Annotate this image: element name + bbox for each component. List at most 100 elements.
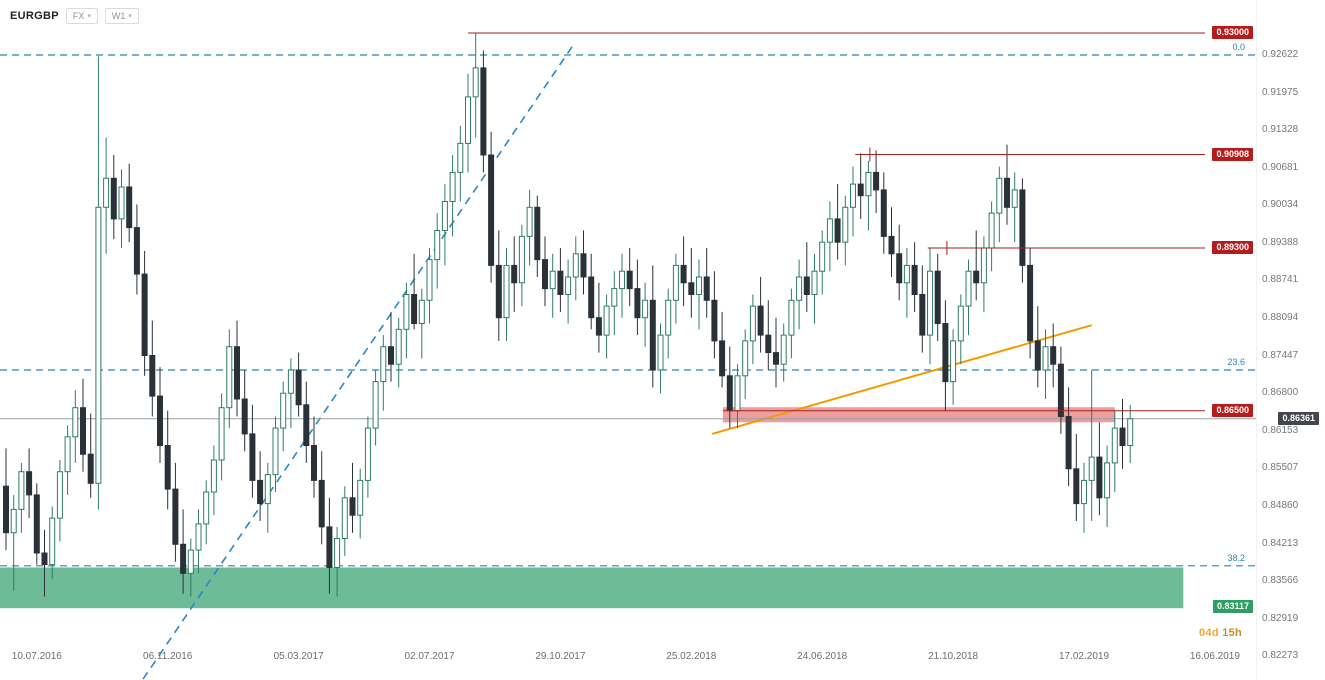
candle-up: [826, 218, 833, 243]
candle-up: [1111, 427, 1118, 464]
candle-down: [588, 276, 595, 319]
candle-up: [965, 270, 972, 307]
candle-down: [318, 479, 325, 528]
candle-up: [1011, 189, 1018, 208]
candle-down: [26, 471, 33, 496]
candle-up: [210, 459, 217, 493]
candle-up: [642, 299, 649, 319]
candle-up: [788, 299, 795, 336]
candle-down: [1119, 427, 1126, 447]
candle-down: [149, 355, 156, 397]
orange-trendline[interactable]: [711, 324, 1092, 435]
candle-up: [72, 407, 79, 438]
candle-down: [172, 488, 179, 545]
timeframe-selector-label: W1: [111, 11, 126, 21]
candle-down: [87, 453, 94, 484]
candle-down: [3, 485, 9, 534]
candle-down: [295, 369, 302, 406]
candle-up: [18, 471, 25, 510]
candle-up: [56, 471, 63, 519]
candle-down: [626, 270, 633, 290]
candle-down: [157, 395, 163, 447]
candle-up: [380, 346, 387, 383]
candle-up: [526, 206, 533, 237]
candle-down: [1065, 416, 1072, 470]
chevron-down-icon: ▾: [128, 12, 132, 20]
candle-up: [518, 235, 525, 284]
market-selector[interactable]: FX ▾: [65, 8, 98, 24]
ascending-dashed-trendline[interactable]: [142, 45, 574, 680]
candle-down: [411, 294, 418, 324]
candle-up: [95, 206, 102, 484]
candle-up: [357, 479, 364, 516]
candle-down: [634, 288, 641, 319]
candle-up: [734, 375, 741, 412]
candle-up: [264, 474, 271, 505]
candle-down: [911, 264, 918, 295]
support-zone[interactable]: [0, 567, 1184, 609]
candle-up: [696, 276, 702, 295]
candle-up: [64, 436, 71, 473]
candle-up: [1127, 418, 1134, 446]
candle-up: [49, 517, 56, 566]
symbol-toolbar: EURGBP FX ▾ W1 ▾: [10, 8, 139, 24]
candle-down: [164, 445, 171, 490]
candle-down: [688, 282, 695, 295]
candle-down: [719, 340, 726, 377]
candle-up: [996, 177, 1003, 214]
candle-up: [549, 270, 556, 290]
candle-down: [1096, 456, 1103, 499]
candle-down: [326, 526, 333, 569]
candle-down: [834, 218, 841, 243]
timeframe-selector[interactable]: W1 ▾: [104, 8, 139, 24]
chevron-down-icon: ▾: [87, 12, 91, 20]
candle-up: [341, 497, 348, 539]
candle-down: [880, 189, 887, 237]
candle-down: [388, 346, 394, 365]
candle-down: [888, 235, 895, 255]
candle-up: [226, 346, 233, 409]
candle-up: [657, 334, 664, 371]
candle-down: [110, 177, 117, 220]
candle-up: [819, 241, 826, 272]
candle-down: [873, 171, 880, 191]
candle-down: [311, 445, 317, 481]
candle-down: [703, 276, 710, 301]
candle-down: [726, 375, 733, 412]
candle-down: [942, 323, 949, 383]
candle-down: [934, 270, 941, 325]
candle-up: [395, 328, 402, 365]
candle-down: [257, 479, 264, 505]
candle-up: [203, 491, 210, 525]
candle-down: [973, 270, 980, 284]
candle-up: [434, 230, 441, 261]
candle-up: [118, 186, 125, 220]
candle-down: [480, 67, 487, 156]
candle-up: [603, 305, 610, 336]
candle-down: [241, 398, 248, 435]
candle-down: [580, 253, 587, 278]
candle-up: [10, 508, 17, 534]
candle-up: [465, 96, 471, 144]
candle-up: [472, 67, 479, 98]
candle-up: [611, 288, 618, 307]
candle-up: [957, 305, 964, 342]
candle-down: [180, 543, 187, 574]
candle-down: [680, 264, 687, 284]
candle-down: [765, 334, 772, 354]
candle-up: [195, 523, 202, 551]
candle-down: [1027, 264, 1034, 342]
candle-up: [927, 270, 933, 336]
candle-up: [565, 276, 572, 295]
candle-down: [1050, 346, 1057, 365]
candle-up: [449, 171, 456, 202]
candle-up: [364, 427, 371, 481]
candle-down: [1057, 363, 1064, 418]
candle-down: [249, 433, 256, 481]
candle-up: [503, 264, 510, 319]
candle-down: [919, 294, 926, 336]
candle-up: [372, 381, 379, 429]
candle-down: [349, 497, 356, 516]
